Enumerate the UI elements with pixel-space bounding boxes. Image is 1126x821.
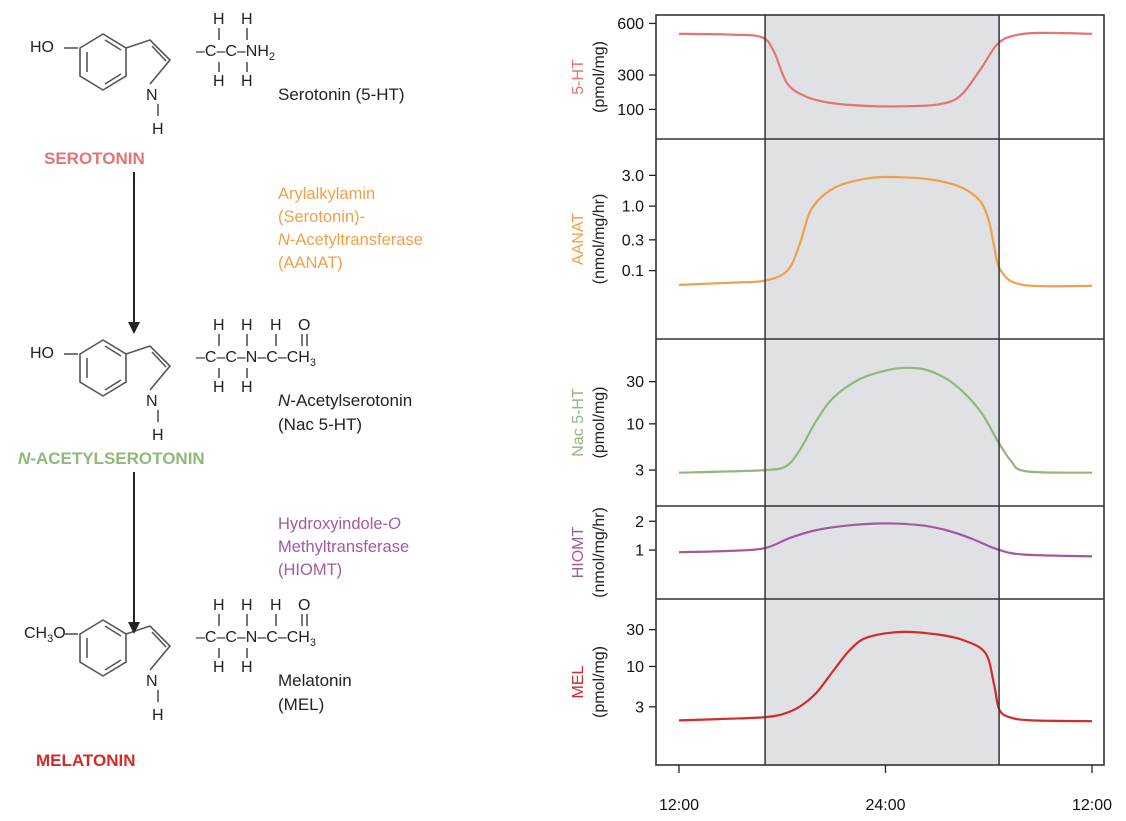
aanat-series-line xyxy=(678,175,1093,288)
h-top-2: H xyxy=(241,11,253,28)
y-tick-label: 10 xyxy=(626,659,644,676)
y-tick-label: 3 xyxy=(635,699,644,716)
ring-hydrogen: H xyxy=(152,707,164,724)
acetyl-axis-title: Nac 5-HT xyxy=(570,388,587,457)
side-chain: –C–C–NH2 xyxy=(196,43,275,63)
h-top-1: H xyxy=(213,597,225,614)
y-tick-label: 1.0 xyxy=(622,199,644,216)
serotonin-axis-title: 5-HT xyxy=(570,59,587,95)
melatonin-axis-unit: (pmol/mg) xyxy=(591,646,608,718)
acetyl-axis-unit: (pmol/mg) xyxy=(591,386,608,458)
serotonin-axis-unit: (pmol/mg) xyxy=(591,41,608,113)
enzyme-line: Hydroxyindole-O xyxy=(278,515,401,533)
enzyme-line: Arylalkylamin xyxy=(278,185,375,203)
molecule-name: N-Acetylserotonin xyxy=(278,391,412,410)
y-tick-label: 3.0 xyxy=(622,168,644,185)
acetyl-series-line xyxy=(678,366,1093,474)
reaction-arrowhead-1 xyxy=(128,322,140,334)
h-top-1: H xyxy=(213,317,225,334)
enzyme-line: Methyltransferase xyxy=(278,538,409,556)
h-bottom-2: H xyxy=(241,379,253,396)
molecule-abbrev: (MEL) xyxy=(278,695,324,714)
h-bottom-2: H xyxy=(241,659,253,676)
h-top-2: H xyxy=(241,317,253,334)
h-bottom-1: H xyxy=(213,659,225,676)
y-tick-label: 2 xyxy=(635,514,644,531)
enzyme-line: (HIOMT) xyxy=(278,561,342,579)
serotonin-series-line xyxy=(678,31,1093,108)
molecule-name: Serotonin (5-HT) xyxy=(278,85,405,104)
ring-hydrogen: H xyxy=(152,427,164,444)
hiomt-axis-unit: (nmol/mg/hr) xyxy=(591,507,608,598)
enzyme-line: (Serotonin)- xyxy=(278,208,365,226)
h-top-2: H xyxy=(241,597,253,614)
y-tick-label: 30 xyxy=(626,622,644,639)
y-tick-label: 1 xyxy=(635,543,644,560)
hiomt-axis-title: HIOMT xyxy=(570,527,587,579)
ring-nitrogen: N xyxy=(146,393,158,410)
h-bottom-2: H xyxy=(241,73,253,90)
ring-hydrogen: H xyxy=(152,121,164,138)
h-bottom-1: H xyxy=(213,379,225,396)
y-tick-label: 100 xyxy=(617,102,644,119)
melatonin-axis-title: MEL xyxy=(570,665,587,698)
x-tick-label: 24:00 xyxy=(865,797,905,814)
molecule-caps-label: MELATONIN xyxy=(36,751,135,770)
y-tick-label: 600 xyxy=(617,16,644,33)
melatonin-structure: CH3O N H H H H O –C–C–N–C–CH3 H H M xyxy=(24,597,352,770)
enzyme-line: N-Acetyltransferase xyxy=(278,231,423,249)
h-top-3: H xyxy=(270,597,282,614)
reaction-arrowhead-2 xyxy=(128,622,140,634)
y-tick-label: 0.3 xyxy=(622,232,644,249)
y-tick-label: 10 xyxy=(626,416,644,433)
molecule-abbrev: (Nac 5-HT) xyxy=(278,415,362,434)
substituent-label: CH3O xyxy=(24,625,66,645)
h-top-1: H xyxy=(213,11,225,28)
serotonin-structure: HO N H H H –C–C–NH2 H H Serotonin (5-HT)… xyxy=(30,11,405,168)
n-acetylserotonin-structure: HO N H H H H O –C–C–N–C–CH3 H H N-A xyxy=(18,317,412,468)
y-tick-label: 300 xyxy=(617,68,644,85)
substituent-label: HO xyxy=(30,345,54,362)
enzyme-hiomt-label: Hydroxyindole-O Methyltransferase (HIOMT… xyxy=(278,515,409,579)
x-tick-label: 12:00 xyxy=(659,797,699,814)
enzyme-line: (AANAT) xyxy=(278,254,343,272)
molecule-caps-label: N-ACETYLSEROTONIN xyxy=(18,449,205,468)
side-chain: –C–C–N–C–CH3 xyxy=(196,629,316,649)
night-period-band xyxy=(765,15,1000,765)
molecule-name: Melatonin xyxy=(278,671,352,690)
o-top: O xyxy=(298,597,310,614)
aanat-axis-unit: (nmol/mg/hr) xyxy=(591,194,608,285)
ring-nitrogen: N xyxy=(146,673,158,690)
x-tick-label: 12:00 xyxy=(1072,797,1112,814)
h-top-3: H xyxy=(270,317,282,334)
biosynthesis-pathway: HO N H H H –C–C–NH2 H H Serotonin (5-HT)… xyxy=(18,11,423,770)
molecule-caps-label: SEROTONIN xyxy=(44,149,145,168)
substituent-label: HO xyxy=(30,39,54,56)
o-top: O xyxy=(298,317,310,334)
y-tick-label: 30 xyxy=(626,374,644,391)
aanat-axis-title: AANAT xyxy=(570,213,587,265)
y-tick-label: 3 xyxy=(635,463,644,480)
ring-nitrogen: N xyxy=(146,87,158,104)
y-tick-label: 0.1 xyxy=(622,263,644,280)
h-bottom-1: H xyxy=(213,73,225,90)
side-chain: –C–C–N–C–CH3 xyxy=(196,349,316,369)
enzyme-aanat-label: Arylalkylamin (Serotonin)- N-Acetyltrans… xyxy=(278,185,423,272)
chart-frame xyxy=(655,14,1105,766)
